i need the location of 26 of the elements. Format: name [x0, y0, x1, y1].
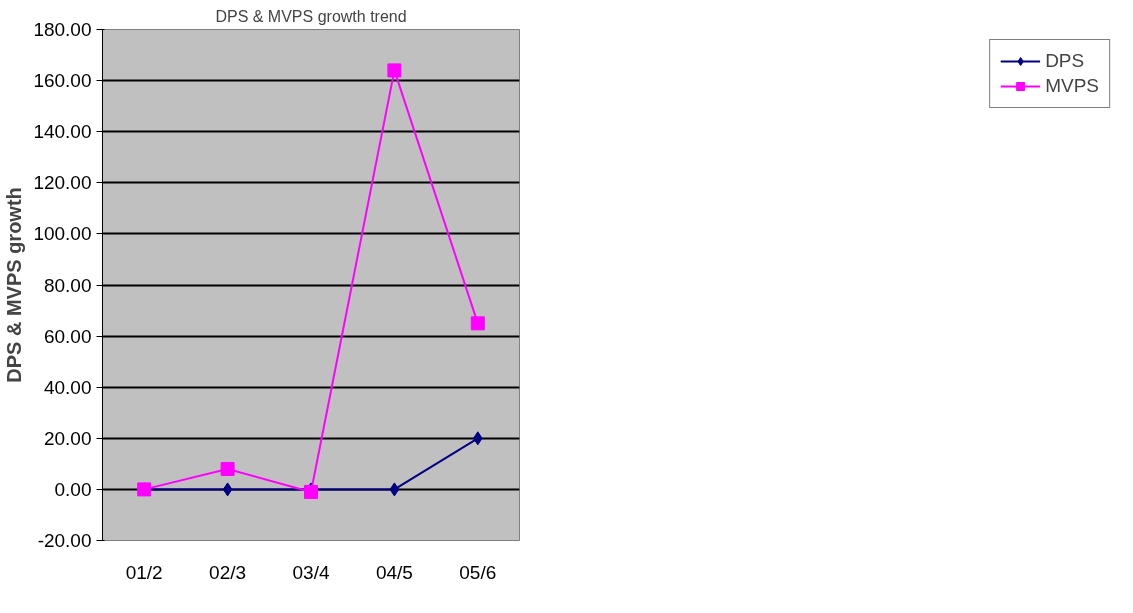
x-tick-label: 05/6 — [459, 561, 497, 583]
legend-label: MVPS — [1045, 75, 1099, 97]
y-tick-label: 40.00 — [43, 376, 92, 398]
point — [387, 63, 402, 78]
point — [389, 482, 400, 497]
x-tick-label: 01/2 — [125, 561, 163, 583]
point — [220, 461, 235, 476]
point — [472, 431, 483, 446]
point — [222, 482, 233, 497]
y-axis-title: DPS & MVPS growth — [3, 187, 26, 383]
y-tick-label: 0.00 — [54, 478, 92, 500]
y-tick-label: 20.00 — [43, 427, 92, 449]
chart-title: DPS & MVPS growth trend — [215, 7, 407, 25]
y-tick-label: 140.00 — [33, 121, 92, 143]
y-tick-label: 180.00 — [33, 19, 92, 40]
y-tick-label: 160.00 — [33, 70, 92, 92]
y-tick-label: 80.00 — [43, 274, 92, 296]
point — [470, 316, 485, 331]
x-tick-label: 02/3 — [209, 561, 247, 583]
y-tick-label: -20.00 — [37, 530, 92, 551]
x-tick-label: 04/5 — [375, 561, 413, 583]
x-tick-label: 03/4 — [292, 561, 330, 583]
y-tick-label: 100.00 — [33, 223, 92, 245]
y-tick-label: 120.00 — [33, 172, 92, 194]
y-tick-label: 60.00 — [43, 325, 92, 347]
legend-label: DPS — [1045, 50, 1085, 72]
